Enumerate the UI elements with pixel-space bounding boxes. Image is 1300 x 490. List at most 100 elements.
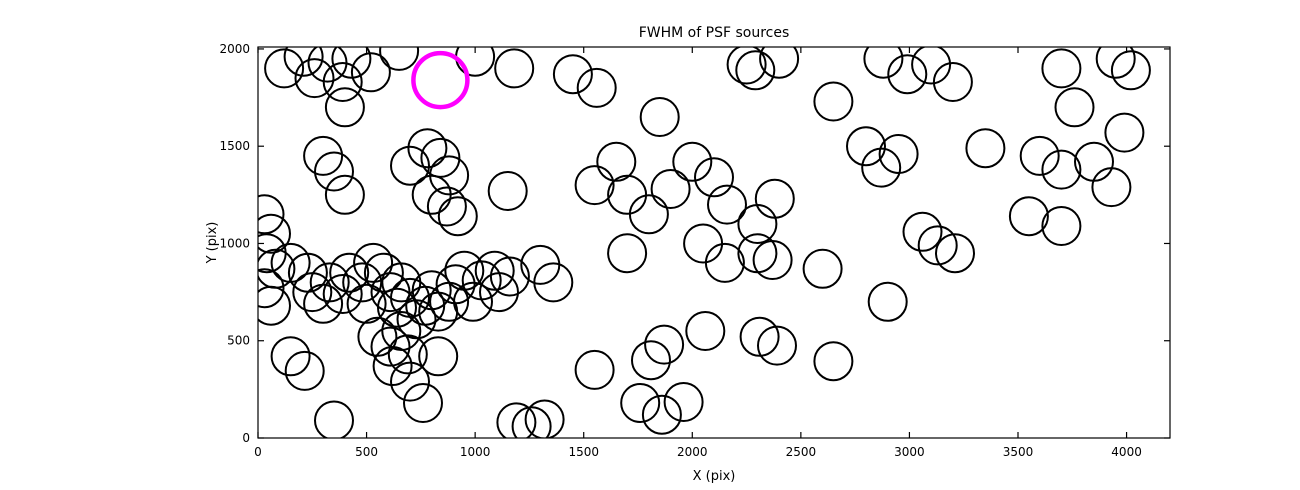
psf-sources-marker xyxy=(846,126,886,167)
axes-frame xyxy=(257,46,1171,439)
psf-sources-marker xyxy=(663,382,704,422)
y-tick-label: 0 xyxy=(242,431,250,445)
chart-title: FWHM of PSF sources xyxy=(639,25,790,41)
psf-sources-marker xyxy=(1019,135,1060,176)
y-tick-label: 1000 xyxy=(219,236,250,250)
psf-sources-marker xyxy=(258,268,285,309)
psf-sources-marker xyxy=(496,402,537,438)
x-tick-label: 1500 xyxy=(568,445,599,459)
psf-sources-marker xyxy=(264,48,305,89)
psf-sources-marker xyxy=(494,48,535,89)
psf-sources-marker xyxy=(1041,206,1082,246)
psf-sources-marker xyxy=(314,400,354,438)
psf-sources-marker xyxy=(324,174,365,215)
psf-sources-marker xyxy=(353,242,394,283)
psf-sources-marker xyxy=(314,151,354,192)
psf-sources-marker xyxy=(607,174,648,215)
psf-sources-marker xyxy=(303,283,344,324)
psf-sources-marker xyxy=(489,256,530,297)
psf-sources-marker xyxy=(322,274,363,314)
psf-sources-marker xyxy=(1091,167,1132,208)
psf-sources-marker xyxy=(932,62,973,102)
psf-sources-marker xyxy=(474,250,515,291)
psf-sources-marker xyxy=(1008,196,1049,237)
psf-sources-marker xyxy=(1110,50,1151,91)
psf-sources-marker xyxy=(620,383,661,423)
y-axis-label: Y (pix) xyxy=(205,222,220,265)
psf-sources-marker xyxy=(861,147,902,188)
psf-sources-marker xyxy=(379,47,420,71)
psf-sources-marker xyxy=(284,350,325,391)
psf-sources-marker xyxy=(331,47,372,79)
scatter-points-group xyxy=(258,47,1151,438)
psf-sources-marker xyxy=(754,178,795,219)
psf-sources-marker xyxy=(1041,149,1082,190)
psf-sources-marker xyxy=(294,58,335,99)
x-tick-label: 3000 xyxy=(894,445,925,459)
psf-sources-marker xyxy=(437,196,478,237)
psf-sources-marker xyxy=(324,87,365,128)
psf-sources-marker xyxy=(707,184,747,225)
psf-sources-marker xyxy=(631,340,671,381)
psf-sources-marker xyxy=(735,50,776,91)
psf-sources-marker xyxy=(574,349,615,390)
psf-sources-marker xyxy=(685,311,726,351)
psf-sources-marker xyxy=(520,244,561,285)
psf-sources-marker xyxy=(596,141,637,182)
psf-sources-marker xyxy=(283,47,324,77)
psf-sources-marker xyxy=(911,47,952,85)
psf-sources-marker xyxy=(303,135,344,176)
psf-sources-marker xyxy=(917,225,958,266)
psf-sources-marker xyxy=(737,204,778,244)
x-tick-label: 4000 xyxy=(1111,445,1142,459)
psf-sources-marker xyxy=(411,174,452,215)
psf-sources-marker xyxy=(757,325,797,366)
psf-sources-marker xyxy=(426,186,467,227)
psf-sources-marker xyxy=(802,248,843,289)
psf-sources-marker xyxy=(752,240,793,280)
psf-sources-marker xyxy=(322,62,363,102)
psf-sources-marker xyxy=(455,47,496,77)
psf-sources-marker xyxy=(739,316,780,357)
psf-sources-marker xyxy=(329,252,370,293)
psf-sources-marker xyxy=(390,145,430,186)
psf-sources-marker xyxy=(726,47,767,85)
highlighted-source-marker xyxy=(411,50,470,110)
psf-sources-marker xyxy=(607,233,648,274)
psf-sources-marker xyxy=(650,169,691,209)
x-axis-label: X (pix) xyxy=(693,469,736,484)
psf-sources-marker xyxy=(863,47,904,79)
psf-sources-marker xyxy=(377,287,417,328)
psf-sources-marker xyxy=(418,336,459,377)
y-tick-label: 500 xyxy=(227,334,250,348)
psf-sources-marker xyxy=(813,81,854,122)
psf-sources-marker xyxy=(387,334,428,375)
psf-sources-marker xyxy=(887,54,928,95)
psf-sources-marker xyxy=(533,262,574,303)
x-tick-label: 500 xyxy=(355,445,378,459)
psf-sources-marker xyxy=(813,341,854,382)
psf-sources-marker xyxy=(487,171,528,211)
psf-sources-marker xyxy=(552,54,593,95)
psf-sources-marker xyxy=(407,128,448,169)
psf-sources-marker xyxy=(867,281,908,322)
psf-sources-marker xyxy=(403,383,443,423)
psf-sources-marker xyxy=(641,394,682,435)
psf-sources-marker xyxy=(372,346,413,386)
psf-sources-marker xyxy=(1074,141,1114,182)
psf-sources-marker xyxy=(370,326,411,367)
psf-sources-marker xyxy=(435,264,476,305)
x-tick-label: 0 xyxy=(254,445,262,459)
psf-sources-marker xyxy=(342,262,383,303)
x-tick-label: 2500 xyxy=(786,445,817,459)
y-tick-label: 1500 xyxy=(219,139,250,153)
psf-sources-marker xyxy=(1095,47,1136,79)
psf-sources-marker xyxy=(628,194,669,235)
psf-sources-marker xyxy=(418,291,459,332)
psf-sources-marker xyxy=(390,277,430,318)
psf-sources-marker xyxy=(1104,112,1145,153)
psf-sources-marker xyxy=(644,324,685,365)
psf-sources-marker xyxy=(683,223,724,264)
x-tick-label: 1000 xyxy=(460,445,491,459)
psf-sources-marker xyxy=(902,211,943,252)
